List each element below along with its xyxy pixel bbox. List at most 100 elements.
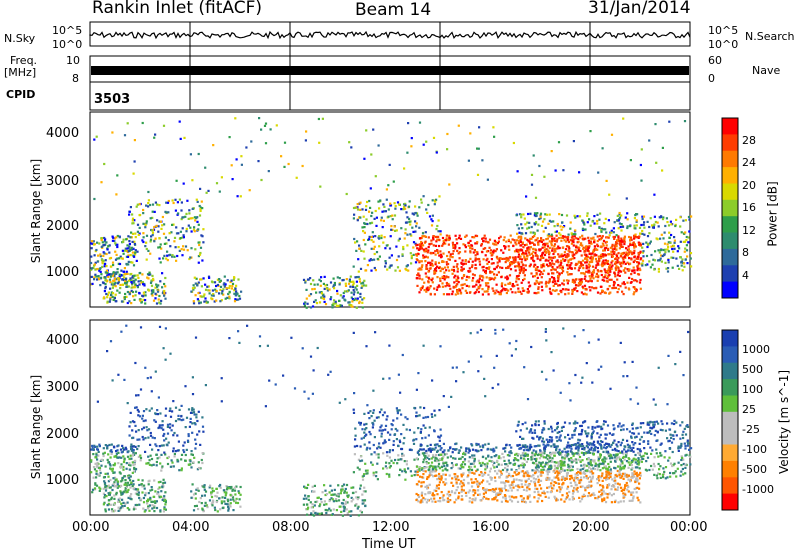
power-cell-1545 (543, 248, 547, 251)
power-cell-3058 (93, 197, 96, 201)
velocity-colorbar-tick-6: -500 (742, 463, 767, 476)
velocity-cell-34 (124, 482, 127, 485)
velocity-cell-869 (340, 489, 343, 492)
power-cell-2274 (453, 276, 456, 279)
power-cell-976 (395, 229, 398, 232)
power-cell-3074 (486, 178, 489, 181)
velocity-cell-624 (142, 419, 145, 423)
velocity-cell-1451 (471, 454, 474, 457)
power-cell-141 (102, 282, 105, 285)
power-cell-1877 (482, 265, 485, 268)
power-cell-837 (321, 297, 324, 300)
power-cell-2352 (506, 257, 509, 260)
power-cell-1137 (354, 241, 357, 244)
power-cell-2199 (481, 237, 484, 240)
power-cell-2122 (484, 272, 487, 275)
power-cell-1172 (446, 284, 449, 287)
power-cell-494 (129, 206, 132, 209)
power-cell-342 (164, 285, 167, 288)
velocity-cell-723 (218, 497, 221, 500)
velocity-cell-1164 (546, 486, 549, 489)
power-cell-1966 (421, 278, 424, 281)
power-cell-2722 (517, 261, 520, 264)
power-cell-1949 (509, 281, 512, 284)
power-cell-2786 (548, 251, 551, 254)
velocity-cell-542 (166, 462, 170, 466)
velocity-cell-1126 (400, 447, 404, 451)
power-cell-871 (358, 280, 362, 283)
power-cell-61 (121, 283, 124, 286)
power-cell-1810 (507, 245, 510, 248)
velocity-cell-1311 (538, 444, 541, 447)
power-cell-246 (147, 277, 150, 280)
power-cell-2816 (615, 248, 618, 251)
power-cell-1782 (416, 247, 419, 250)
power-cell-2989 (619, 225, 622, 229)
power-cell-2826 (653, 215, 656, 218)
velocity-cell-572 (190, 453, 193, 456)
velocity-cell-1075 (400, 413, 403, 416)
power-cell-1573 (454, 274, 457, 277)
velocity-cell-1196 (507, 474, 511, 477)
velocity-cell-732 (233, 486, 237, 489)
velocity-cell-169 (130, 443, 133, 446)
velocity-cell-503 (182, 444, 185, 447)
power-cell-1689 (521, 241, 524, 244)
velocity-cell-326 (113, 481, 116, 484)
velocity-cell-1640 (533, 490, 536, 494)
velocity-cell-1054 (390, 428, 393, 431)
power-cell-2491 (523, 257, 526, 260)
power-cell-2211 (498, 237, 501, 240)
power-cell-167 (107, 245, 110, 248)
power-cell-969 (437, 251, 440, 255)
velocity-cell-1779 (504, 484, 507, 487)
power-cell-161 (127, 254, 130, 257)
power-cell-1463 (527, 240, 530, 243)
power-cell-2804 (597, 270, 600, 273)
power-cell-1992 (562, 246, 565, 249)
power-cell-2362 (548, 253, 551, 256)
velocity-cell-1745 (416, 473, 419, 477)
power-cell-2529 (585, 254, 588, 257)
velocity-cell-1780 (639, 501, 642, 504)
power-cell-2951 (560, 213, 564, 217)
power-cell-1975 (548, 240, 551, 243)
velocity-cell-56 (117, 451, 120, 454)
power-cell-2843 (617, 219, 620, 222)
power-cell-840 (329, 281, 333, 284)
power-cell-1548 (480, 244, 483, 247)
velocity-cell-372 (162, 481, 165, 485)
velocity-cell-1103 (380, 424, 383, 427)
beam-title: Beam 14 (355, 0, 432, 20)
power-cell-627 (161, 224, 164, 227)
power-cell-505 (168, 254, 171, 257)
velocity-cell-10 (122, 460, 126, 464)
velocity-cell-332 (102, 487, 105, 490)
power-cell-378 (131, 276, 134, 279)
power-cell-2149 (515, 265, 518, 268)
velocity-cell-1177 (537, 490, 540, 493)
power-cell-2811 (537, 242, 540, 246)
velocity-cell-160 (128, 462, 131, 465)
power-cell-597 (137, 233, 140, 236)
power-cell-1928 (555, 260, 558, 263)
velocity-cell-1035 (421, 452, 424, 455)
power-cell-744 (231, 282, 235, 285)
power-cell-848 (324, 303, 328, 306)
velocity-cell-864 (311, 490, 314, 493)
power-cell-2915 (638, 235, 641, 238)
power-cell-1328 (597, 274, 600, 277)
power-cell-2973 (517, 242, 520, 245)
power-cell-656 (192, 288, 195, 291)
velocity-cell-1721 (570, 484, 573, 488)
power-cell-83 (93, 254, 96, 257)
power-cell-3010 (179, 137, 182, 140)
velocity-cell-574 (176, 458, 179, 461)
power-cell-3094 (178, 120, 181, 123)
power-cell-2739 (633, 246, 636, 249)
power-cell-81 (93, 276, 96, 279)
velocity-cell-628 (136, 447, 139, 451)
velocity-cell-1086 (369, 410, 372, 413)
power-cell-2358 (552, 276, 555, 280)
velocity-cell-1146 (397, 458, 400, 461)
